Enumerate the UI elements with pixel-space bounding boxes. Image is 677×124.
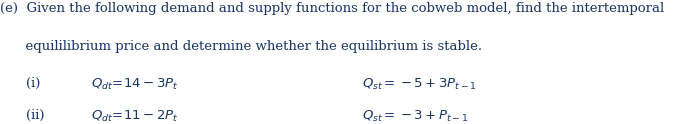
Text: (i): (i): [26, 77, 40, 90]
Text: (ii): (ii): [26, 108, 44, 122]
Text: $Q_{dt}\!=\!11-2P_t$: $Q_{dt}\!=\!11-2P_t$: [91, 108, 179, 124]
Text: equililibrium price and determine whether the equilibrium is stable.: equililibrium price and determine whethe…: [0, 40, 482, 53]
Text: (e)  Given the following demand and supply functions for the cobweb model, find : (e) Given the following demand and suppl…: [0, 2, 664, 16]
Text: $Q_{dt}\!=\!14-3P_t$: $Q_{dt}\!=\!14-3P_t$: [91, 77, 179, 92]
Text: $Q_{st}=-3+P_{t-1}$: $Q_{st}=-3+P_{t-1}$: [362, 108, 468, 124]
Text: $Q_{st}=-5+3P_{t-1}$: $Q_{st}=-5+3P_{t-1}$: [362, 77, 477, 92]
